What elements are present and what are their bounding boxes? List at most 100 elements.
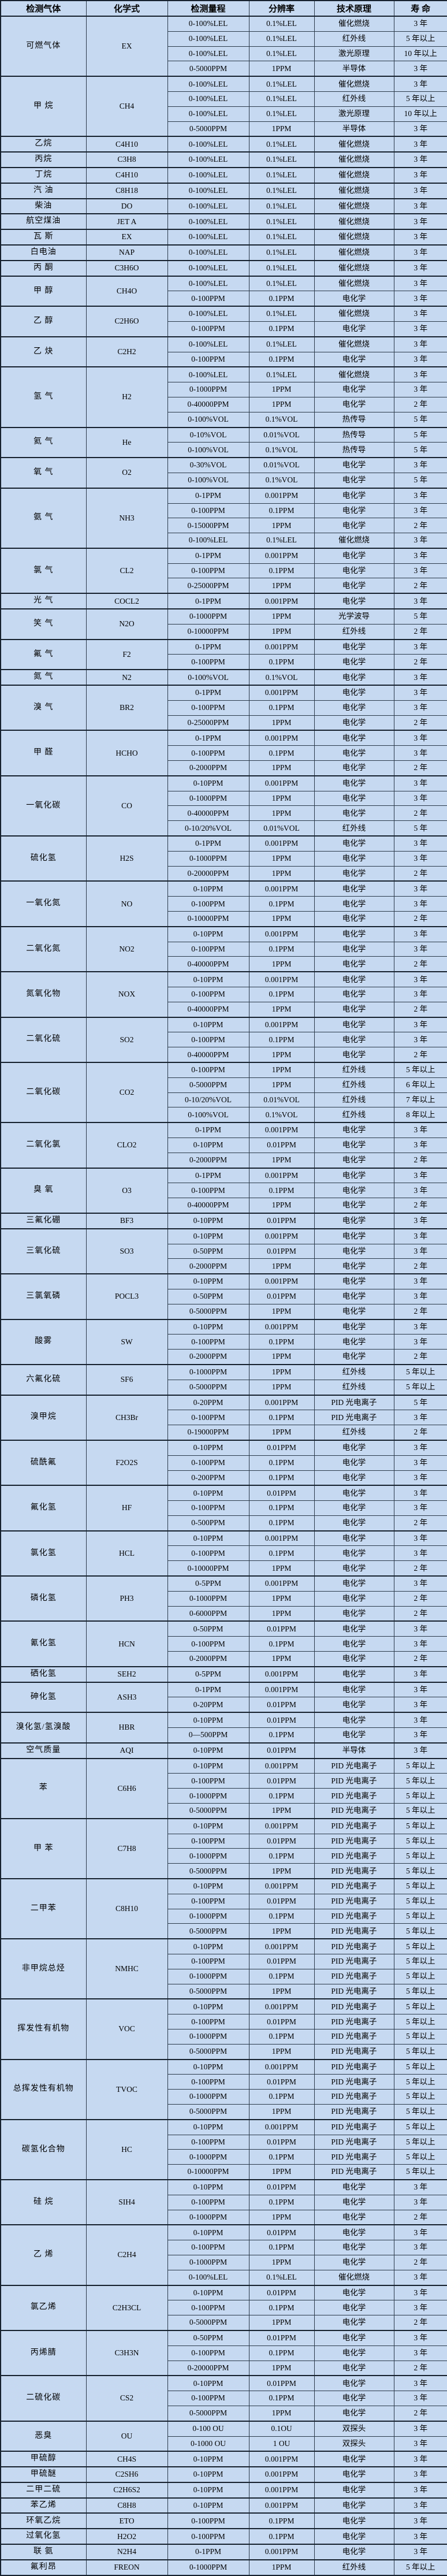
range-cell: 0-1PPM <box>167 835 249 852</box>
principle-cell: 电化学 <box>314 2300 394 2316</box>
resolution-cell: 0.1%LEL <box>248 275 315 292</box>
resolution-cell: 1PPM <box>248 1379 315 1396</box>
resolution-cell: 1PPM <box>248 715 315 731</box>
resolution-cell: 0.1%LEL <box>248 533 315 549</box>
resolution-cell: 0.1%LEL <box>248 229 315 246</box>
range-cell: 0-100PPM <box>167 1455 249 1471</box>
gas-formula-cell: C6H6 <box>85 1757 168 1819</box>
principle-cell: 电化学 <box>314 835 394 852</box>
lifespan-cell: 5 年以上 <box>393 1757 447 1774</box>
table-row: 氮氧化物 NOX 0-10PPM 0.001PPM 电化学 3 年 <box>0 971 447 1018</box>
gas-name-cell: 汽 油 <box>0 182 87 199</box>
range-cell: 0-19000PPM <box>167 1425 249 1441</box>
range-cell: 0-100PPM <box>167 1410 249 1426</box>
gas-name-cell: 氯乙烯 <box>0 2284 87 2331</box>
principle-cell: 电化学 <box>314 2179 394 2195</box>
table-row: 0-100PPM 0.1PPM 电化学 3 年 <box>1 1500 447 1516</box>
resolution-cell: 1PPM <box>248 1001 315 1018</box>
range-cell: 0-100PPM <box>167 1545 249 1562</box>
principle-cell: 电化学 <box>314 941 394 957</box>
range-cell: 0-10PPM <box>167 2375 249 2392</box>
gas-formula-cell: CH3Br <box>85 1394 168 1441</box>
range-cell: 0-1000PPM <box>167 2028 249 2045</box>
gas-name-cell: 砷化氢 <box>0 1681 87 1713</box>
resolution-cell: 0.1PPM <box>248 2028 315 2045</box>
range-cell: 0-1000PPM <box>167 1788 249 1804</box>
principle-cell: 催化燃烧 <box>314 275 394 292</box>
principle-cell: PID 光电离子 <box>314 2028 394 2045</box>
table-row: 0-5000PPM 1PPM 电化学 2 年 <box>1 2315 447 2331</box>
principle-cell: 催化燃烧 <box>314 229 394 246</box>
table-row: 碳氢化合物 HC 0-10PPM 0.001PPM PID 光电离子 5 年以上 <box>0 2118 447 2180</box>
range-cell: 0-10PPM <box>167 2284 249 2301</box>
gas-name-cell: 氯 气 <box>0 547 87 594</box>
principle-cell: 电化学 <box>314 956 394 972</box>
table-row: 硅 烷 SIH4 0-10PPM 0.01PPM 电化学 3 年 <box>0 2179 447 2225</box>
lifespan-cell: 5 年 <box>393 411 447 428</box>
resolution-cell: 1PPM <box>248 608 315 625</box>
principle-cell: PID 光电离子 <box>314 1878 394 1894</box>
lifespan-cell: 3 年 <box>393 275 447 292</box>
table-row: 0-100PPM 0.01PPM PID 光电离子 5 年以上 <box>1 2074 447 2090</box>
range-cell: 0-1000PPM <box>167 2254 249 2270</box>
principle-cell: 红外线 <box>314 31 394 47</box>
lifespan-cell: 3 年 <box>393 121 447 137</box>
range-cell: 0-2000PPM <box>167 1258 249 1274</box>
gas-formula-cell: EX <box>85 229 168 246</box>
range-cell: 0-10/20%VOL <box>167 820 249 837</box>
range-cell: 0-10PPM <box>167 1137 249 1153</box>
table-row: 乙 醇 C2H6O 0-100%LEL 0.1%LEL 催化燃烧 3 年 <box>0 306 447 337</box>
principle-cell: 电化学 <box>314 638 394 655</box>
table-row: 溴 气 BR2 0-1PPM 0.001PPM 电化学 3 年 <box>0 685 447 731</box>
gas-name-cell: 光 气 <box>0 593 87 609</box>
gas-formula-cell: SIH4 <box>85 2179 168 2225</box>
range-cell: 0-100%LEL <box>167 366 249 383</box>
table-row: 0-40000PPM 1PPM 电化学 2 年 <box>1 1047 447 1063</box>
lifespan-cell: 2 年 <box>393 956 447 972</box>
table-row: 甲硫醚 C2SH6 0-10PPM 0.001PPM 电化学 3 年 <box>0 2466 447 2483</box>
lifespan-cell: 8 年以上 <box>393 1107 447 1123</box>
gas-name-cell: 甲硫醚 <box>0 2466 87 2483</box>
table-row: 溴化氢/氢溴酸 HBR 0-10PPM 0.01PPM 电化学 3 年 <box>0 1712 447 1744</box>
gas-formula-cell: NO <box>85 880 168 927</box>
table-row: 氯化氢 HCL 0-10PPM 0.001PPM 电化学 3 年 <box>0 1530 447 1577</box>
table-row: 氮 气 N2 0-100%VOL 0.1%VOL 电化学 3 年 <box>0 669 447 686</box>
range-cell: 0-5000PPM <box>167 61 249 77</box>
lifespan-cell: 3 年 <box>393 1666 447 1683</box>
resolution-cell: 1PPM <box>248 2254 315 2270</box>
table-row: 二氧化碳 CO2 0-100PPM 1PPM 红外线 5 年以上 <box>0 1061 447 1123</box>
resolution-cell: 1PPM <box>248 1983 315 1999</box>
lifespan-cell: 3 年 <box>393 1697 447 1713</box>
gas-formula-cell: SW <box>85 1318 168 1365</box>
principle-cell: 电化学 <box>314 1727 394 1744</box>
resolution-cell: 0.1PPM <box>248 1470 315 1486</box>
principle-cell: PID 光电离子 <box>314 2103 394 2120</box>
table-row: 0-1000 OU 1 OU 双探头 3 年 <box>1 2436 447 2452</box>
principle-cell: PID 光电离子 <box>314 2164 394 2180</box>
resolution-cell: 0.001PPM <box>248 547 315 564</box>
lifespan-cell: 3 年 <box>393 2481 447 2499</box>
table-row: 硒化氢 SEH2 0-5PPM 0.001PPM 电化学 3 年 <box>0 1666 447 1683</box>
range-cell: 0-100%LEL <box>167 198 249 214</box>
resolution-cell: 1PPM <box>248 1198 315 1214</box>
gas-name-cell: 瓦 斯 <box>0 229 87 246</box>
gas-formula-cell: CH4 <box>85 76 168 137</box>
gas-name-cell: 过氧化氢 <box>0 2528 87 2545</box>
lifespan-cell: 3 年 <box>393 1122 447 1138</box>
principle-cell: 电化学 <box>314 1122 394 1138</box>
gas-formula-cell: C2H3CL <box>85 2284 168 2331</box>
resolution-cell: 0.1PPM <box>248 2512 315 2529</box>
table-row: 氧 气 O2 0-30%VOL 0.01%VOL 电化学 3 年 <box>0 457 447 489</box>
table-row: 0-500PPM 0.1PPM 电化学 2 年 <box>1 1515 447 1532</box>
table-row: 总挥发性有机物 TVOC 0-10PPM 0.001PPM PID 光电离子 5 年以上 <box>0 2058 447 2120</box>
range-cell: 0-10PPM <box>167 2497 249 2514</box>
range-cell: 0-100PPM <box>167 1773 249 1789</box>
range-cell: 0-100%LEL <box>167 136 249 153</box>
resolution-cell: 0.1PPM <box>248 700 315 716</box>
principle-cell: 催化燃烧 <box>314 76 394 92</box>
lifespan-cell: 5 年以上 <box>393 1968 447 1984</box>
range-cell: 0-40000PPM <box>167 805 249 822</box>
range-cell: 0-10PPM <box>167 2451 249 2467</box>
principle-cell: 红外线 <box>314 2559 394 2576</box>
